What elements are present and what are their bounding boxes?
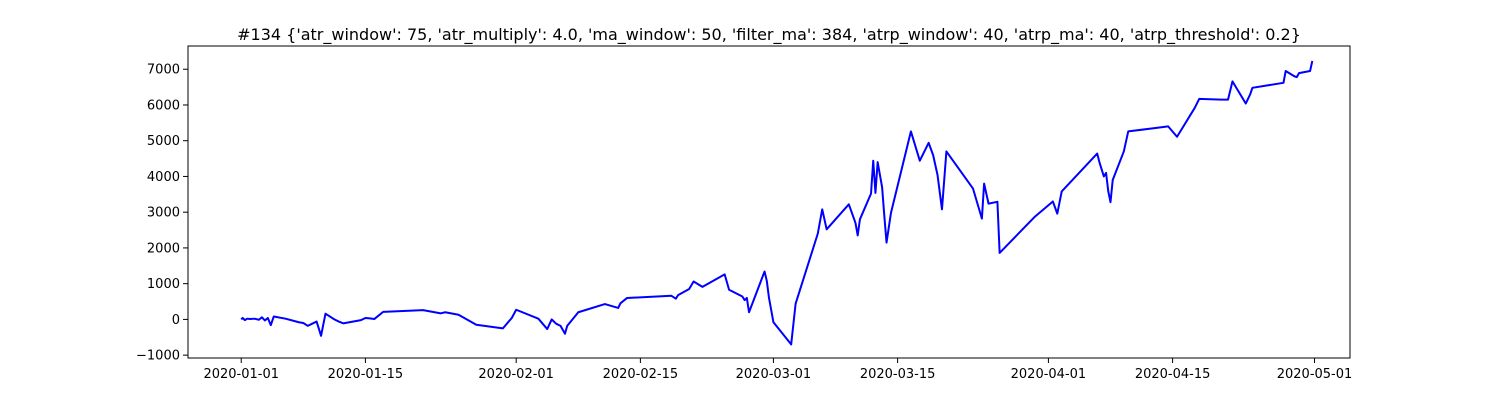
x-tick-label: 2020-04-15 [1135,367,1211,382]
y-tick-label: 6000 [147,98,180,113]
series-line-0 [240,60,1314,346]
axes: 2020-01-01 2020-01-15 2020-02-01 2020-02-15… [136,45,1353,382]
y-tick-label: 5000 [147,134,180,149]
y-tick-label: 4000 [147,170,180,185]
x-tick-label: 2020-03-15 [860,367,936,382]
y-tick-label: 1000 [147,277,180,292]
y-tick-label: 0 [172,313,180,328]
y-tick-label: 2000 [147,241,180,256]
x-tick-label: 2020-05-01 [1277,367,1353,382]
x-tick-label: 2020-02-15 [603,367,679,382]
x-tick-label: 2020-03-01 [736,367,812,382]
x-tick-label: 2020-01-15 [328,367,404,382]
x-tick-label: 2020-04-01 [1011,367,1087,382]
chart-title: #134 {'atr_window': 75, 'atr_multiply': … [237,25,1301,45]
x-tick-label: 2020-02-01 [478,367,554,382]
plot-area [240,60,1314,346]
x-tick-label: 2020-01-01 [203,367,279,382]
y-tick-label: 3000 [147,206,180,221]
plot-frame [187,45,1351,359]
y-tick-label: 7000 [147,63,180,78]
y-tick-label: −1000 [136,349,180,364]
